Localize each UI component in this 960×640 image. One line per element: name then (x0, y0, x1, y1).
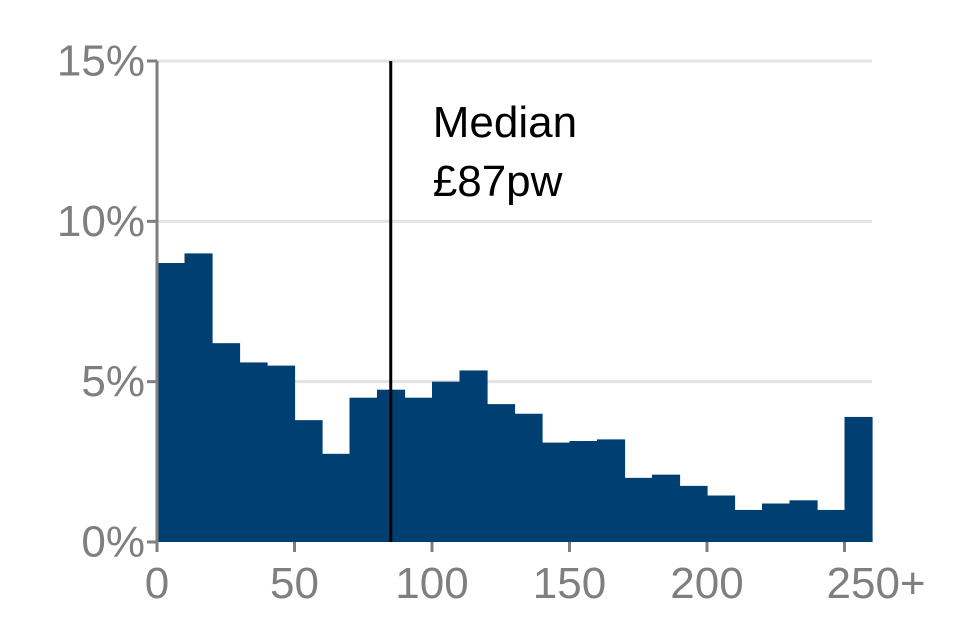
y-tick-label: 15% (57, 37, 145, 86)
bar-160 (597, 439, 626, 542)
bar-240 (817, 509, 846, 542)
x-axis-ticks: 0 50 100 150 200 250+ (145, 542, 926, 608)
median-label: Median (433, 98, 577, 147)
bar-220 (762, 503, 791, 542)
bar-70 (349, 397, 378, 542)
y-tick-label: 0% (81, 518, 145, 567)
axes: 0% 5% 10% 15% 0 50 100 150 200 250+ (57, 37, 926, 609)
bar-50 (294, 420, 323, 542)
bar-30 (239, 362, 268, 542)
x-tick-label: 50 (270, 559, 319, 608)
bar-60 (322, 453, 351, 542)
bar-190 (679, 485, 708, 542)
histogram-bars (157, 253, 873, 542)
bar-250 (844, 416, 873, 542)
bar-90 (404, 397, 433, 542)
bar-10 (184, 253, 213, 542)
x-tick-label: 250+ (827, 559, 926, 608)
y-axis-ticks: 0% 5% 10% 15% (57, 37, 157, 567)
y-tick-label: 10% (57, 197, 145, 246)
bar-230 (789, 500, 818, 542)
y-tick-label: 5% (81, 357, 145, 406)
bar-0 (157, 263, 186, 542)
bar-100 (432, 381, 461, 542)
bar-130 (514, 413, 543, 542)
median-value-label: £87pw (433, 157, 563, 206)
bar-150 (569, 440, 598, 542)
x-tick-label: 150 (533, 559, 606, 608)
bar-110 (459, 370, 488, 542)
x-tick-label: 100 (395, 559, 468, 608)
bar-40 (267, 365, 296, 542)
bar-200 (707, 495, 736, 542)
bar-20 (212, 343, 241, 542)
bar-140 (542, 442, 571, 542)
x-tick-label: 200 (670, 559, 743, 608)
bar-170 (624, 477, 653, 542)
bar-210 (734, 509, 763, 542)
bar-180 (652, 474, 681, 542)
x-tick-label: 0 (145, 559, 169, 608)
bar-120 (487, 404, 516, 542)
